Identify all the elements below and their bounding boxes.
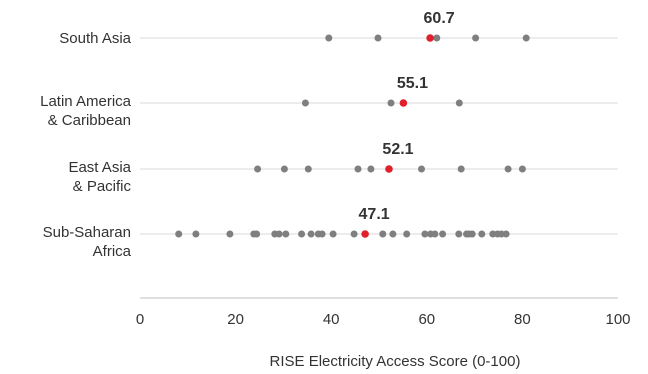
data-point — [502, 230, 510, 238]
data-point — [468, 230, 476, 238]
data-point — [418, 165, 425, 173]
average-label: 60.7 — [424, 10, 455, 27]
data-point — [307, 230, 315, 238]
data-point — [280, 165, 288, 173]
data-point — [354, 165, 362, 173]
data-points — [175, 34, 530, 238]
data-point — [275, 230, 283, 238]
data-point — [282, 230, 290, 238]
data-point — [518, 165, 526, 173]
data-point — [478, 230, 486, 238]
category-label: East Asia & Pacific — [68, 159, 131, 195]
gridlines — [140, 37, 618, 235]
average-label: 47.1 — [359, 206, 390, 223]
data-point — [226, 230, 234, 238]
data-point — [301, 99, 309, 107]
category-labels: South Asia Latin America & Caribbean East A… — [40, 30, 132, 260]
average-markers: 60.7 55.1 52.1 47.1 — [359, 10, 455, 238]
x-tick-label: 80 — [514, 311, 531, 328]
category-label-line: Africa — [93, 243, 132, 260]
x-tick-label: 100 — [605, 311, 630, 328]
data-point — [253, 230, 261, 238]
average-point — [361, 230, 369, 238]
data-point — [455, 230, 463, 238]
average-point — [385, 165, 393, 173]
data-point — [304, 165, 312, 173]
category-label-line: East Asia — [68, 159, 131, 176]
data-point — [472, 34, 480, 42]
average-label: 55.1 — [397, 75, 428, 92]
data-point — [403, 230, 411, 238]
category-label-line: & Pacific — [73, 178, 132, 195]
data-point — [367, 165, 375, 173]
average-label: 52.1 — [382, 141, 413, 158]
data-point — [421, 230, 429, 238]
data-point — [457, 165, 465, 173]
category-label-line: South Asia — [59, 30, 131, 47]
data-point — [379, 230, 387, 238]
data-point — [350, 230, 358, 238]
data-point — [455, 99, 463, 107]
x-tick-label: 40 — [323, 311, 340, 328]
category-label-line: Latin America — [40, 93, 132, 110]
data-point — [318, 230, 326, 238]
category-label: South Asia — [59, 30, 131, 47]
x-tick-label: 20 — [227, 311, 244, 328]
average-point — [399, 99, 408, 107]
x-axis: 0 20 40 60 80 100 — [136, 297, 631, 328]
data-point — [374, 34, 382, 42]
data-point — [387, 99, 395, 107]
data-point — [329, 230, 337, 238]
category-label-line: Sub-Saharan — [43, 224, 131, 241]
x-tick-label: 60 — [418, 311, 435, 328]
data-point — [439, 230, 447, 238]
data-point — [389, 230, 397, 238]
data-point — [431, 230, 439, 238]
data-point — [522, 34, 530, 42]
average-point — [426, 34, 434, 42]
data-point — [175, 230, 183, 238]
data-point — [325, 34, 333, 42]
x-tick-label: 0 — [136, 311, 144, 328]
category-label: Sub-Saharan Africa — [43, 224, 132, 260]
data-point — [192, 230, 200, 238]
data-point — [433, 34, 441, 42]
x-axis-title: RISE Electricity Access Score (0-100) — [270, 353, 521, 370]
category-label-line: & Caribbean — [48, 112, 131, 129]
data-point — [298, 230, 306, 238]
data-point — [504, 165, 512, 173]
data-point — [254, 165, 262, 173]
category-label: Latin America & Caribbean — [40, 93, 132, 129]
